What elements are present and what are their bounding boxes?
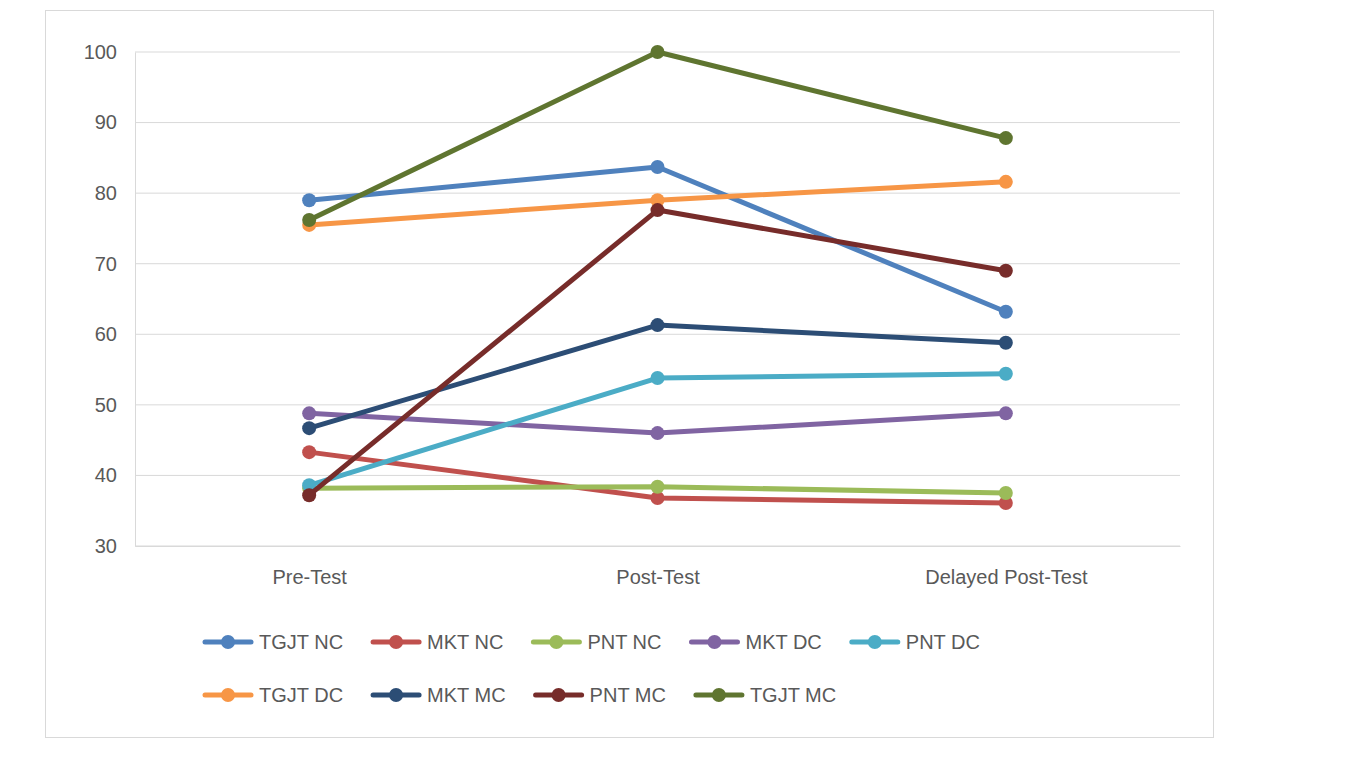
legend-label: PNT MC [590,684,666,706]
x-tick: Delayed Post-Test [925,546,1088,588]
grid-line [135,122,1180,123]
series-line [309,52,1006,220]
legend-marker [868,635,882,649]
grid-line [135,263,1180,264]
series [302,160,1013,319]
series [302,367,1013,493]
legend-marker [389,688,403,702]
series-marker [302,406,316,420]
legend-label: TGJT MC [750,684,836,706]
legend-marker [549,635,563,649]
chart-frame [46,11,1214,738]
legend-label: MKT MC [427,684,506,706]
grid-line [135,334,1180,335]
legend-item: PNT NC [533,631,661,653]
series-marker [302,213,316,227]
legend-marker [221,635,235,649]
series-marker [651,318,665,332]
grid-line [135,475,1180,476]
y-tick: 40 [95,464,135,486]
legend-marker [221,688,235,702]
y-tick: 60 [95,323,135,345]
legend-marker [712,688,726,702]
y-tick: 100 [84,41,135,63]
legend-item: MKT MC [373,684,506,706]
y-tick-label: 30 [95,535,117,557]
series [302,318,1013,435]
series [302,45,1013,227]
series-marker [999,305,1013,319]
legend-item: MKT DC [691,631,821,653]
series-marker [651,480,665,494]
y-tick-label: 90 [95,111,117,133]
legend-item: MKT NC [373,631,503,653]
series [302,203,1013,502]
y-tick-label: 50 [95,394,117,416]
y-tick-label: 100 [84,41,117,63]
y-tick-label: 40 [95,464,117,486]
series-marker [651,203,665,217]
y-tick-label: 80 [95,182,117,204]
series-marker [999,406,1013,420]
y-axis-line [135,53,136,547]
legend-item: TGJT DC [205,684,343,706]
series-line [309,210,1006,495]
series-marker [651,160,665,174]
series-line [309,182,1006,225]
series-marker [651,45,665,59]
series-marker [302,445,316,459]
x-axis: Pre-Test Post-Test Delayed Post-Test [136,546,1181,588]
y-tick: 90 [95,111,135,133]
x-tick: Pre-Test [272,546,347,588]
y-tick: 70 [95,253,135,275]
y-tick: 50 [95,394,135,416]
series-marker [302,421,316,435]
series-marker [302,193,316,207]
x-tick-label: Pre-Test [272,566,347,588]
x-tick-label: Post-Test [616,566,700,588]
series [302,480,1013,500]
series-marker [651,426,665,440]
legend-label: PNT DC [906,631,980,653]
series-line [309,167,1006,312]
legend-label: MKT DC [745,631,821,653]
y-tick-label: 70 [95,253,117,275]
legend-item: TGJT NC [205,631,343,653]
grid-line [135,546,1180,547]
legend-marker [389,635,403,649]
chart-svg: 30 40 50 60 70 80 90 100 Pre-Test Post-Test Delaye… [0,0,1370,776]
legend-item: PNT DC [852,631,980,653]
legend-label: TGJT NC [259,631,343,653]
legend-label: MKT NC [427,631,503,653]
series-marker [999,367,1013,381]
series-marker [302,488,316,502]
legend-label: TGJT DC [259,684,343,706]
series-marker [999,486,1013,500]
series-line [309,374,1006,486]
legend: TGJT NC MKT NC PNT NC MKT DC PNT DC TGJT DC MK… [205,631,980,706]
legend-item: TGJT MC [696,684,836,706]
series-marker [999,175,1013,189]
y-tick: 80 [95,182,135,204]
legend-marker [552,688,566,702]
grid-line [135,404,1180,405]
x-axis-line [136,546,1181,547]
series-marker [999,264,1013,278]
x-tick-label: Delayed Post-Test [925,566,1088,588]
series-marker [651,371,665,385]
plot-marks [302,45,1013,510]
y-tick: 30 [95,535,135,557]
legend-label: PNT NC [587,631,661,653]
y-axis: 30 40 50 60 70 80 90 100 [84,41,136,557]
series [302,175,1013,232]
legend-marker [707,635,721,649]
y-tick-label: 60 [95,323,117,345]
grid [135,52,1180,546]
series-marker [999,336,1013,350]
legend-item: PNT MC [536,684,666,706]
x-tick: Post-Test [616,546,700,588]
series-marker [999,131,1013,145]
